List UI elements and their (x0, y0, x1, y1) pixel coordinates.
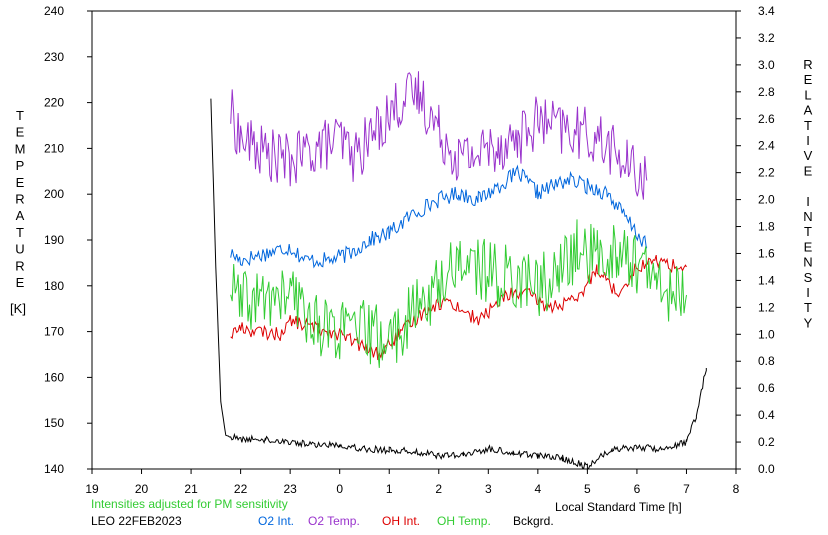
y-right-label-letter: E (804, 72, 813, 87)
y-right-tick-label: 2.2 (758, 166, 775, 180)
x-tick-label: 4 (535, 482, 542, 496)
y-left-tick-label: 190 (44, 233, 64, 247)
x-tick-label: 2 (435, 482, 442, 496)
y-left-tick-label: 140 (44, 462, 64, 476)
y-left-tick-label: 180 (44, 279, 64, 293)
y-left-label-letter: T (16, 225, 24, 240)
x-tick-label: 8 (733, 482, 740, 496)
y-left-tick-label: 150 (44, 416, 64, 430)
y-left-tick-label: 200 (44, 187, 64, 201)
y-right-label-letter: I (806, 133, 810, 148)
y-right-label-letter: T (804, 300, 812, 315)
y-right-label-letter: N (803, 209, 812, 224)
x-tick-label: 6 (634, 482, 641, 496)
series-layer (210, 71, 707, 471)
x-axis: 19 20 21 22 23 0 1 2 3 4 5 6 7 8 (85, 469, 740, 496)
y-left-label-letter: E (16, 125, 25, 140)
y-right-tick-label: 2.0 (758, 193, 775, 207)
y-left-label-letter: P (16, 158, 25, 173)
x-tick-label: 19 (85, 482, 99, 496)
x-tick-label: 23 (283, 482, 297, 496)
y-axis-left-unit: [K] (10, 301, 26, 316)
y-right-tick-label: 0.4 (758, 408, 775, 422)
y-right-label-letter: A (804, 103, 813, 118)
y-right-tick-label: 2.8 (758, 85, 775, 99)
y-right-label-letter: T (804, 118, 812, 133)
y-right-tick-label: 0.8 (758, 354, 775, 368)
y-left-tick-label: 240 (44, 4, 64, 18)
y-right-tick-label: 1.6 (758, 246, 775, 260)
x-tick-label: 22 (234, 482, 248, 496)
y-left-label-letter: U (15, 242, 24, 257)
x-axis-label: Local Standard Time [h] (555, 500, 682, 514)
y-right-label-letter: R (803, 57, 812, 72)
legend-bckgrd: Bckgrd. (513, 514, 554, 528)
y-right-tick-label: 2.4 (758, 139, 775, 153)
y-right-tick-label: 0.0 (758, 462, 775, 476)
y-left-tick-label: 220 (44, 96, 64, 110)
y-left-tick-label: 160 (44, 370, 64, 384)
x-tick-label: 3 (485, 482, 492, 496)
series-line (230, 71, 648, 200)
y-right-label-letter: E (804, 239, 813, 254)
x-tick-label: 0 (336, 482, 343, 496)
y-right-label-letter: S (804, 270, 813, 285)
y-right-label-letter: I (806, 285, 810, 300)
y-left-label-letter: A (16, 208, 25, 223)
legend-o2-int: O2 Int. (258, 514, 295, 528)
legend-o2-temp: O2 Temp. (308, 514, 360, 528)
x-tick-label: 20 (135, 482, 149, 496)
x-tick-label: 1 (386, 482, 393, 496)
y-right-tick-label: 0.6 (758, 381, 775, 395)
y-right-tick-label: 2.6 (758, 112, 775, 126)
y-right-tick-label: 1.2 (758, 300, 775, 314)
y-left-tick-label: 170 (44, 325, 64, 339)
y-left-label-letter: E (16, 275, 25, 290)
y-right-tick-label: 0.2 (758, 435, 775, 449)
y-right-tick-label: 1.4 (758, 273, 775, 287)
legend-oh-int: OH Int. (382, 514, 421, 528)
y-right-label-letter: N (803, 255, 812, 270)
y-right-label-letter: V (804, 148, 813, 163)
y-axis-right: 0.0 0.2 0.4 0.6 0.8 1.0 1.2 1.4 1.6 1.8 2.0 2.2 2.4 2… (736, 4, 775, 476)
y-right-label-letter: Y (804, 315, 813, 330)
y-left-label-letter: M (15, 141, 26, 156)
y-right-tick-label: 3.2 (758, 31, 775, 45)
y-right-label-letter: L (804, 87, 811, 102)
y-right-tick-label: 3.0 (758, 58, 775, 72)
y-right-label-letter: I (806, 194, 810, 209)
y-left-label-letter: E (16, 175, 25, 190)
station-date: LEO 22FEB2023 (91, 514, 182, 528)
sensitivity-note: Intensities adjusted for PM sensitivity (91, 497, 288, 511)
legend-oh-temp: OH Temp. (437, 514, 491, 528)
plot-frame (91, 10, 737, 470)
x-tick-label: 5 (584, 482, 591, 496)
y-right-tick-label: 1.8 (758, 220, 775, 234)
x-tick-label: 21 (184, 482, 198, 496)
series-line (230, 164, 648, 269)
y-right-label-letter: E (804, 163, 813, 178)
y-left-tick-label: 210 (44, 141, 64, 155)
series-line (230, 219, 687, 368)
y-left-label-letter: R (15, 192, 24, 207)
y-right-tick-label: 1.0 (758, 327, 775, 341)
y-axis-left: 140 150 160 170 180 190 200 210 220 230 240 (44, 4, 92, 476)
x-tick-label: 7 (683, 482, 690, 496)
y-left-label-letter: R (15, 258, 24, 273)
y-left-label-letter: T (16, 108, 24, 123)
y-right-label-letter: T (804, 224, 812, 239)
y-right-tick-label: 3.4 (758, 4, 775, 18)
series-line (210, 98, 707, 471)
y-left-tick-label: 230 (44, 50, 64, 64)
